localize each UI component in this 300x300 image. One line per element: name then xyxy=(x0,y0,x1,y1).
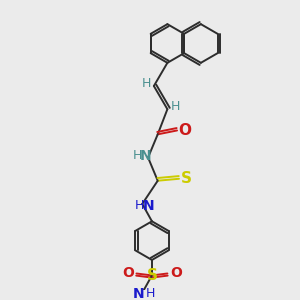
Text: S: S xyxy=(146,268,158,283)
Text: N: N xyxy=(143,199,155,213)
Text: H: H xyxy=(170,100,180,113)
Text: S: S xyxy=(181,171,192,186)
Text: H: H xyxy=(145,287,155,300)
Text: N: N xyxy=(133,287,144,300)
Text: H: H xyxy=(141,76,151,90)
Text: H: H xyxy=(133,149,142,162)
Text: O: O xyxy=(170,266,182,280)
Text: O: O xyxy=(122,266,134,280)
Text: H: H xyxy=(135,199,144,212)
Text: N: N xyxy=(140,148,151,163)
Text: O: O xyxy=(178,123,191,138)
